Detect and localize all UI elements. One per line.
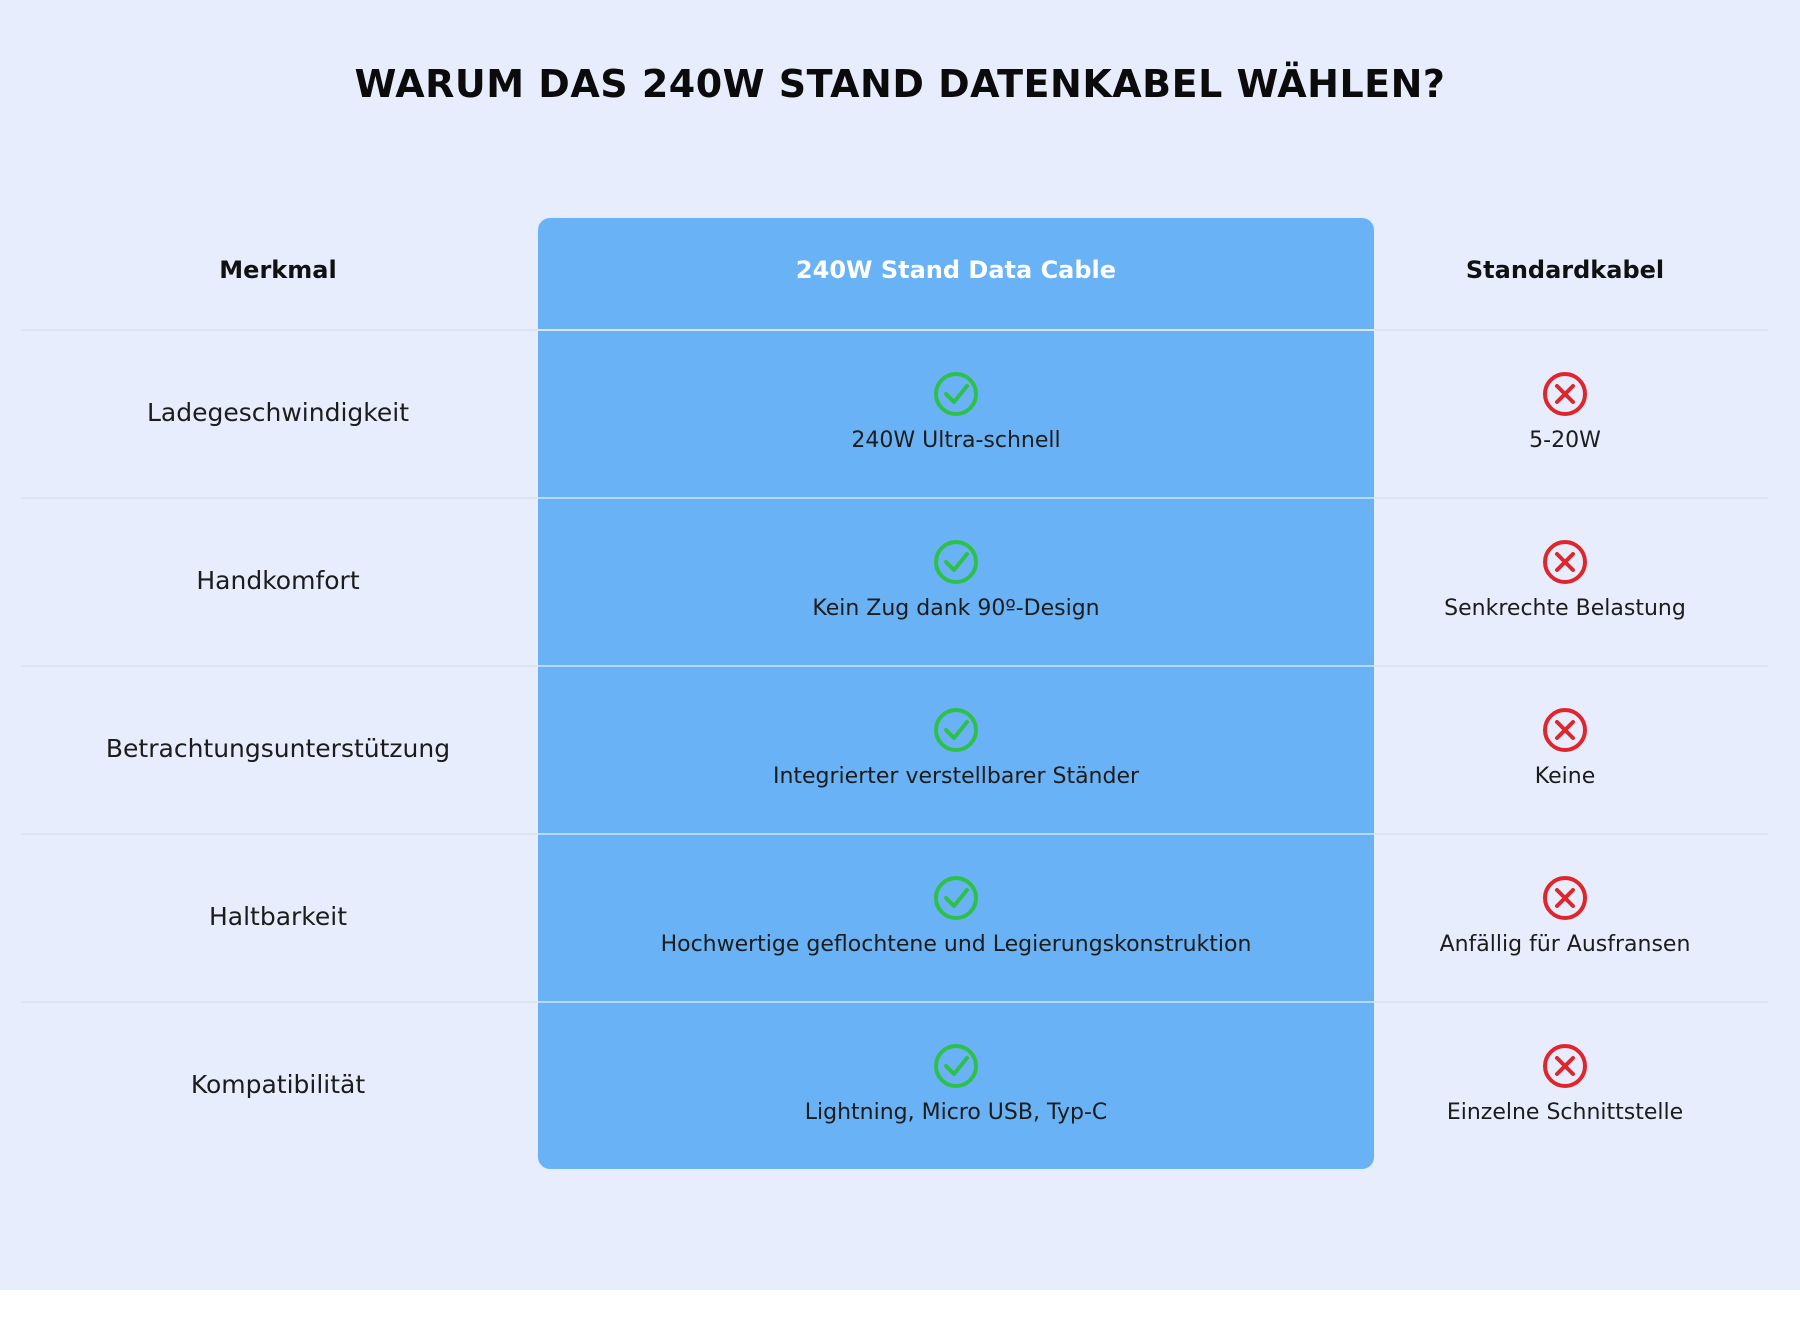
cross-icon xyxy=(1541,1042,1589,1094)
cross-icon xyxy=(1541,538,1589,590)
cell-text: 5-20W xyxy=(1529,428,1601,453)
feature-label: Ladegeschwindigkeit xyxy=(147,398,409,427)
feature-label: Kompatibilität xyxy=(190,1070,366,1099)
row-divider xyxy=(538,497,1374,499)
row-divider xyxy=(21,329,1768,331)
check-icon xyxy=(932,1042,980,1094)
cross-icon xyxy=(1541,706,1589,758)
check-icon xyxy=(932,370,980,422)
highlight-column xyxy=(538,218,1374,1169)
row-divider xyxy=(538,665,1374,667)
feature-label: Handkomfort xyxy=(196,566,360,595)
column-header: Standardkabel xyxy=(1465,256,1665,284)
column-header: 240W Stand Data Cable xyxy=(795,256,1117,284)
page-title: WARUM DAS 240W STAND DATENKABEL WÄHLEN? xyxy=(354,62,1446,106)
cell-text: 240W Ultra-schnell xyxy=(851,428,1061,453)
check-icon xyxy=(932,538,980,590)
check-icon xyxy=(932,874,980,926)
feature-label: Haltbarkeit xyxy=(208,902,348,931)
cell-text: Keine xyxy=(1534,764,1596,789)
cell-text: Hochwertige geflochtene und Legierungsko… xyxy=(660,932,1252,957)
cross-icon xyxy=(1541,874,1589,926)
cross-icon xyxy=(1541,370,1589,422)
column-header: Merkmal xyxy=(219,256,337,284)
cell-text: Anfällig für Ausfransen xyxy=(1439,932,1691,957)
check-icon xyxy=(932,706,980,758)
row-divider xyxy=(538,1001,1374,1003)
feature-label: Betrachtungsunterstützung xyxy=(105,734,451,763)
cell-text: Einzelne Schnittstelle xyxy=(1446,1100,1684,1125)
cell-text: Kein Zug dank 90º-Design xyxy=(812,596,1100,621)
cell-text: Integrierter verstellbarer Ständer xyxy=(772,764,1140,789)
row-divider xyxy=(538,833,1374,835)
cell-text: Senkrechte Belastung xyxy=(1444,596,1686,621)
cell-text: Lightning, Micro USB, Typ-C xyxy=(804,1100,1108,1125)
